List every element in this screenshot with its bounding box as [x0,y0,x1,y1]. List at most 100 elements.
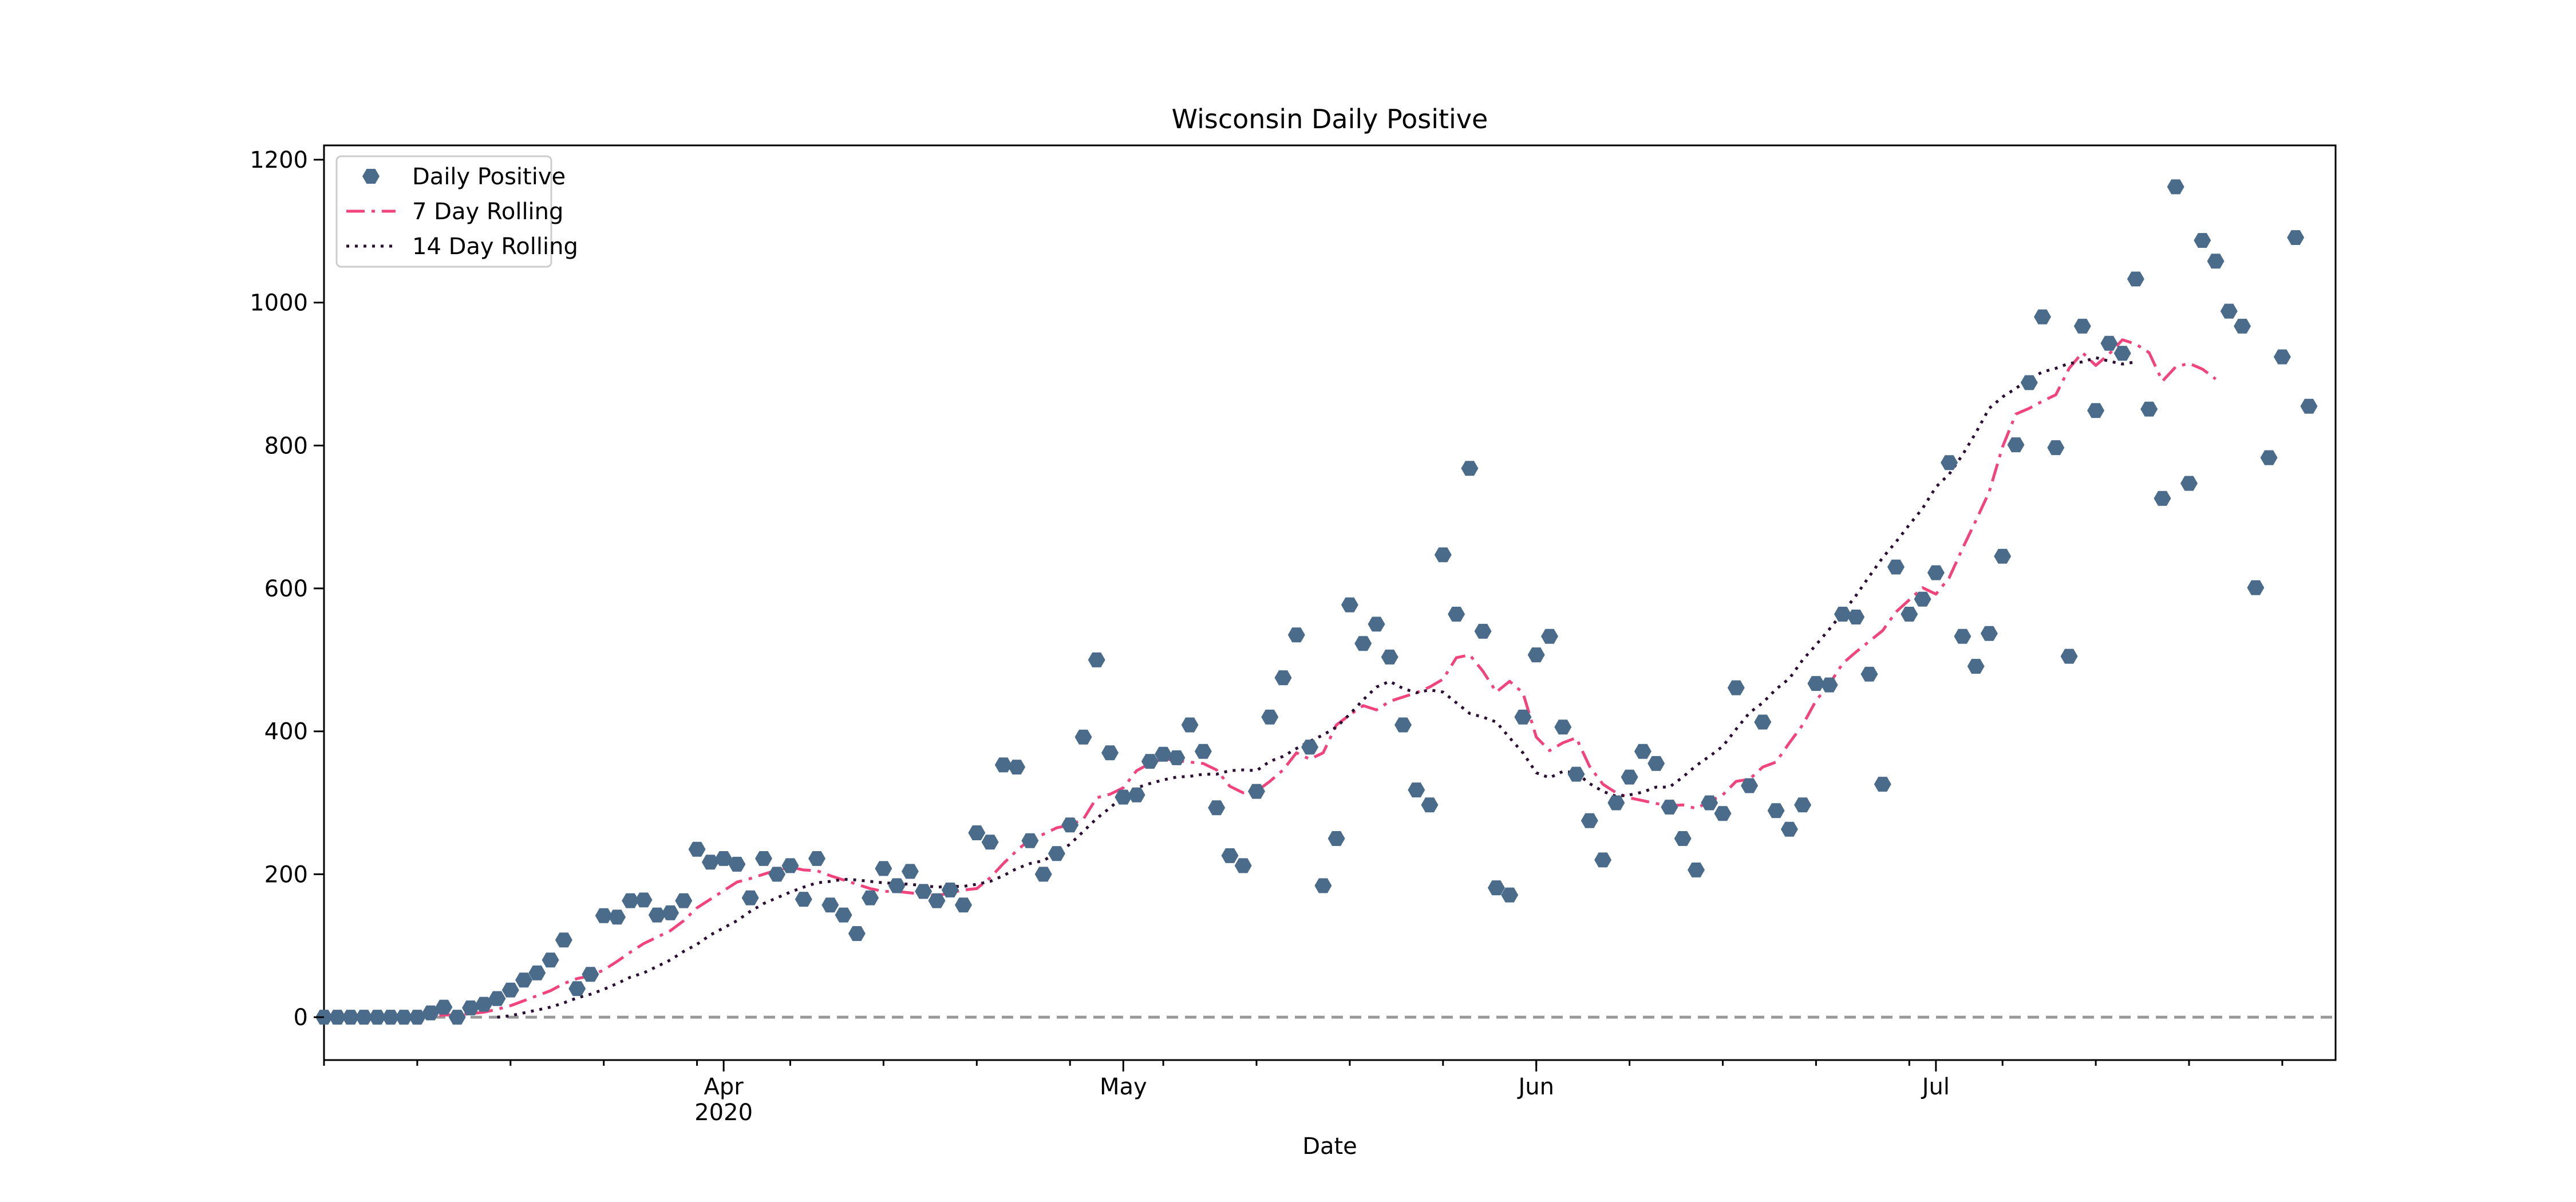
data-point [2287,230,2305,245]
data-point [1941,455,1958,470]
data-point [595,908,613,923]
data-point [1088,652,1105,667]
data-point [2100,335,2118,351]
y-tick-label: 200 [264,861,308,888]
data-point [1967,659,1985,674]
data-point [2220,303,2238,319]
data-point [609,910,626,925]
data-point [1101,745,1119,761]
y-tick-label: 600 [264,576,308,602]
data-point [2127,271,2144,287]
legend: Daily Positive 7 Day Rolling 14 Day Rollin… [335,155,578,268]
data-point [1155,746,1172,762]
data-point [635,892,653,908]
data-point [2034,309,2051,325]
data-point [1794,797,1812,813]
data-point [2260,450,2278,465]
data-point [1820,677,1838,693]
data-point [342,1010,359,1025]
data-point [501,982,519,998]
data-point [528,965,546,980]
data-point [1448,607,1465,622]
data-point [701,855,719,870]
data-point [1341,597,1358,612]
data-point [862,890,879,906]
data-point [848,926,866,941]
data-point [2194,233,2211,248]
series-lines [404,338,2217,1019]
data-point [2007,437,2025,453]
data-point [1901,607,1918,622]
legend-label: 14 Day Rolling [412,234,578,260]
line-7-day-rolling [404,338,2217,1019]
data-point [994,757,1012,773]
data-point [1074,729,1092,745]
chart-title: Wisconsin Daily Positive [1172,104,1488,135]
data-point [1181,717,1199,733]
y-tick-label: 1200 [250,147,308,173]
data-point [1141,754,1159,769]
data-point [768,867,786,882]
data-point [915,884,933,899]
data-point [1674,831,1692,846]
data-point [1327,831,1345,846]
y-tick-label: 800 [264,433,308,459]
data-point [1394,717,1412,733]
data-point [821,897,839,913]
data-point [622,893,639,908]
data-point [408,1010,426,1025]
data-point [1474,623,1492,639]
data-point [675,893,693,908]
data-point [1034,867,1052,882]
data-point [755,851,772,866]
data-point [1741,778,1759,793]
data-point [1434,547,1452,563]
data-point [462,1000,479,1015]
legend-label: 7 Day Rolling [412,199,563,225]
data-point [515,972,533,988]
data-point [875,861,892,876]
data-point [1621,769,1638,785]
data-point [888,878,906,893]
data-point [1874,777,1891,792]
data-point [1661,800,1678,814]
data-point [1421,797,1439,813]
data-point [1860,666,1878,682]
data-point [648,907,666,923]
series-points [315,179,2318,1025]
data-point [2234,318,2251,334]
data-point [1301,740,1319,755]
data-point [795,892,812,907]
data-point [781,858,799,873]
x-tick-label: Jul [1921,1074,1950,1100]
data-point [1021,833,1039,848]
data-point [329,1010,346,1025]
data-point [968,825,986,840]
data-point [1115,789,1132,805]
plot-area [315,144,2337,1061]
data-point [355,1010,373,1025]
data-point [1647,756,1665,771]
data-point [475,997,493,1012]
x-tick-label: Apr [704,1074,744,1100]
data-point [1061,817,1079,833]
data-point [542,952,559,968]
data-point [1567,766,1585,782]
x-tick-label: May [1100,1074,1147,1100]
data-point [369,1010,386,1025]
data-point [1847,610,1865,624]
data-point [928,893,946,908]
data-point [1234,858,1252,873]
legend-marker [362,169,380,184]
data-point [808,851,825,866]
data-point [741,890,759,906]
data-point [728,856,746,872]
data-point [2087,403,2105,418]
data-point [1714,806,1732,821]
data-point [2273,349,2291,365]
data-point [1354,636,1372,651]
data-point [1261,709,1279,725]
data-point [1128,787,1145,802]
